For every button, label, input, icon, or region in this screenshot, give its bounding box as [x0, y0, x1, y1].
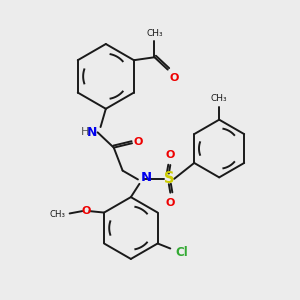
Text: O: O	[169, 73, 178, 82]
Text: CH₃: CH₃	[146, 28, 163, 38]
Text: N: N	[140, 172, 152, 184]
Text: O: O	[166, 198, 175, 208]
Text: H: H	[81, 127, 89, 137]
Text: CH₃: CH₃	[50, 209, 66, 218]
Text: CH₃: CH₃	[211, 94, 227, 103]
Text: O: O	[166, 150, 175, 160]
Text: S: S	[164, 171, 174, 186]
Text: Cl: Cl	[175, 246, 188, 259]
Text: N: N	[87, 126, 98, 139]
Text: O: O	[134, 137, 143, 147]
Text: O: O	[81, 206, 91, 216]
